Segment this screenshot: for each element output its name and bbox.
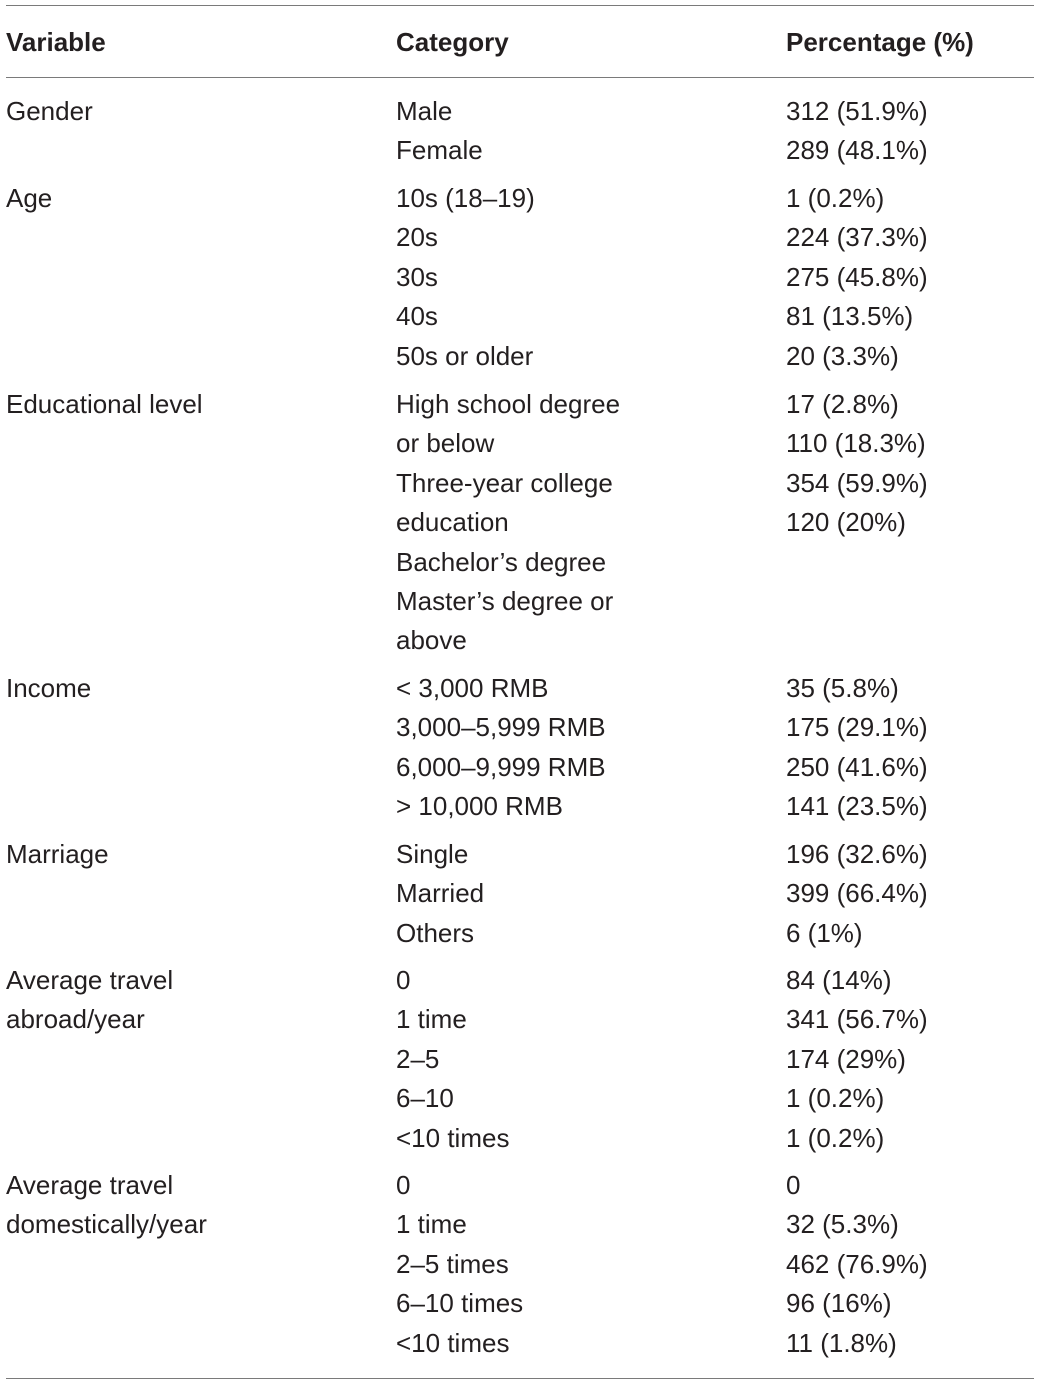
percentage-column: 35 (5.8%) 175 (29.1%) 250 (41.6%) 141 (23.5… [786,669,928,827]
percentage-cell: 35 (5.8%) [786,673,899,703]
category-cell: 0 [396,1170,411,1200]
percentage-cell: 81 (13.5%) [786,301,914,332]
variable-column: Income [6,669,91,708]
variable-cell: Gender [6,96,93,126]
category-cell: or below [396,428,495,459]
category-cell: education [396,507,509,538]
category-cell: Female [396,135,483,166]
variable-cell: abroad/year [6,1004,145,1035]
category-cell: Single [396,839,469,869]
percentage-cell: 110 (18.3%) [786,428,926,459]
percentage-cell: 196 (32.6%) [786,839,928,869]
percentage-column: 0 32 (5.3%) 462 (76.9%) 96 (16%) 11 (1.8%) [786,1166,928,1363]
variable-column: Age [6,179,52,218]
category-cell: 6–10 [396,1083,454,1114]
percentage-cell: 84 (14%) [786,965,892,995]
table-header-row: Variable Category Percentage (%) [0,26,1040,58]
category-column: < 3,000 RMB 3,000–5,999 RMB 6,000–9,999 RM… [396,669,606,827]
table-top-rule [6,5,1034,6]
category-cell: 20s [396,222,438,253]
variable-cell: Educational level [6,389,203,419]
percentage-cell: 174 (29%) [786,1043,906,1074]
percentage-cell: 275 (45.8%) [786,261,928,292]
variable-cell: domestically/year [6,1209,207,1240]
category-cell: 10s (18–19) [396,183,535,213]
category-cell: Three-year college [396,467,613,498]
category-cell: 40s [396,301,438,332]
percentage-cell: 32 (5.3%) [786,1209,899,1240]
category-cell: Male [396,96,453,126]
table-bottom-rule [6,1378,1034,1379]
percentage-column: 17 (2.8%) 110 (18.3%) 354 (59.9%) 120 (20%) [786,385,928,543]
percentage-cell: 175 (29.1%) [786,712,928,743]
category-cell: 2–5 times [396,1248,509,1279]
percentage-cell: 6 (1%) [786,917,863,948]
percentage-cell: 1 (0.2%) [786,1122,885,1153]
category-cell: Bachelor’s degree [396,546,607,577]
category-cell: 30s [396,261,438,292]
category-cell: above [396,625,467,656]
category-cell: 6–10 times [396,1288,524,1319]
percentage-cell: 1 (0.2%) [786,1083,885,1114]
percentage-cell: 224 (37.3%) [786,222,928,253]
variable-cell: Average travel [6,965,174,995]
category-cell: Married [396,878,485,909]
variable-column: Average travel domestically/year [6,1166,207,1245]
percentage-cell: 312 (51.9%) [786,96,928,126]
category-cell: 6,000–9,999 RMB [396,751,606,782]
variable-cell: Marriage [6,839,109,869]
variable-column: Gender [6,92,93,131]
percentage-cell: 1 (0.2%) [786,183,885,213]
variable-cell: Average travel [6,1170,174,1200]
percentage-column: 84 (14%) 341 (56.7%) 174 (29%) 1 (0.2%) 1 (0… [786,961,928,1158]
percentage-cell: 289 (48.1%) [786,135,928,166]
category-cell: 50s or older [396,340,534,371]
category-cell: > 10,000 RMB [396,791,563,822]
category-column: Male Female [396,92,483,171]
percentage-cell: 462 (76.9%) [786,1248,928,1279]
percentage-cell: 17 (2.8%) [786,389,899,419]
variable-column: Educational level [6,385,203,424]
category-cell: 2–5 [396,1043,440,1074]
category-column: Single Married Others [396,835,484,953]
header-category: Category [396,27,509,57]
category-column: 0 1 time 2–5 6–10 <10 times [396,961,509,1158]
category-column: High school degree or below Three-year col… [396,385,620,661]
category-cell: Master’s degree or [396,585,614,616]
variable-column: Marriage [6,835,109,874]
table-header-rule [6,77,1034,78]
percentage-cell: 120 (20%) [786,507,906,538]
category-cell: 3,000–5,999 RMB [396,712,606,743]
category-column: 10s (18–19) 20s 30s 40s 50s or older [396,179,535,376]
category-cell: <10 times [396,1122,510,1153]
category-cell: < 3,000 RMB [396,673,549,703]
category-cell: 1 time [396,1209,467,1240]
variable-cell: Age [6,183,53,213]
header-percentage: Percentage (%) [786,27,974,57]
variable-cell: Income [6,673,92,703]
percentage-cell: 20 (3.3%) [786,340,899,371]
percentage-cell: 354 (59.9%) [786,467,928,498]
percentage-cell: 399 (66.4%) [786,878,928,909]
percentage-column: 196 (32.6%) 399 (66.4%) 6 (1%) [786,835,928,953]
category-cell: 1 time [396,1004,467,1035]
variable-column: Average travel abroad/year [6,961,173,1040]
percentage-cell: 341 (56.7%) [786,1004,928,1035]
percentage-cell: 0 [786,1170,801,1200]
category-cell: 0 [396,965,411,995]
category-cell: High school degree [396,389,621,419]
percentage-cell: 96 (16%) [786,1288,892,1319]
percentage-column: 1 (0.2%) 224 (37.3%) 275 (45.8%) 81 (13.5%)… [786,179,928,376]
header-variable: Variable [6,27,106,57]
category-cell: <10 times [396,1327,510,1358]
category-column: 0 1 time 2–5 times 6–10 times <10 times [396,1166,523,1363]
percentage-cell: 11 (1.8%) [786,1327,897,1358]
percentage-column: 312 (51.9%) 289 (48.1%) [786,92,928,171]
percentage-cell: 250 (41.6%) [786,751,928,782]
percentage-cell: 141 (23.5%) [786,791,928,822]
category-cell: Others [396,917,475,948]
